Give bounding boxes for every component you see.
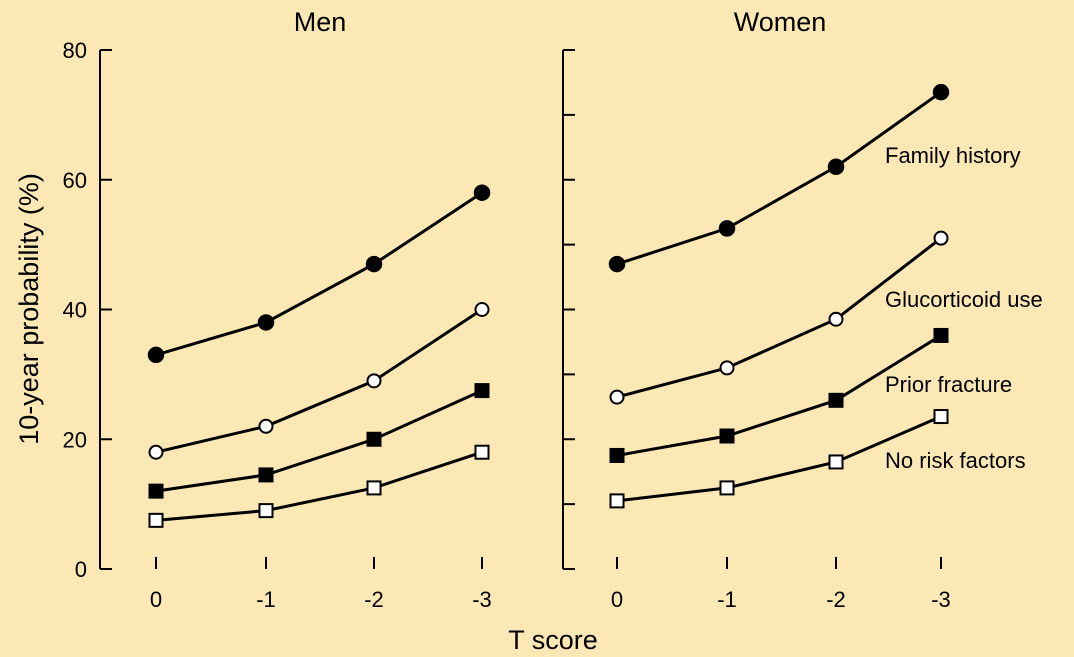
panel-1-series-0 bbox=[608, 83, 950, 273]
panel-title-women: Women bbox=[734, 7, 827, 37]
x-tick-label: -3 bbox=[931, 587, 951, 612]
data-point-filled-circle bbox=[932, 83, 950, 101]
data-point-open-circle bbox=[609, 389, 625, 405]
series-line bbox=[155, 450, 483, 522]
panel-1-axes: 0 -1 -2 -3 bbox=[562, 49, 951, 612]
series-line bbox=[616, 90, 942, 266]
data-point-open-square bbox=[258, 503, 274, 519]
y-tick-label: 60 bbox=[63, 168, 87, 193]
data-point-filled-circle bbox=[365, 255, 383, 273]
data-point-filled-square bbox=[258, 467, 274, 483]
data-point-open-square bbox=[474, 444, 490, 460]
data-point-filled-circle bbox=[257, 314, 275, 331]
x-tick-label: 0 bbox=[611, 587, 623, 612]
x-axis-label: T score bbox=[508, 625, 598, 655]
panel-1-series-1 bbox=[609, 230, 949, 405]
series-label: Family history bbox=[885, 143, 1021, 168]
data-point-filled-square bbox=[933, 327, 949, 343]
y-tick-label: 0 bbox=[75, 557, 87, 582]
x-tick-label: -3 bbox=[472, 587, 492, 612]
panel-title-men: Men bbox=[294, 7, 347, 37]
series-label: No risk factors bbox=[885, 448, 1026, 473]
y-tick-label: 80 bbox=[63, 38, 87, 63]
series-line bbox=[155, 308, 483, 454]
data-point-filled-square bbox=[828, 392, 844, 408]
x-tick-label: -2 bbox=[826, 587, 846, 612]
y-tick-label: 20 bbox=[63, 427, 87, 452]
data-point-filled-circle bbox=[473, 184, 491, 201]
data-point-open-circle bbox=[258, 418, 274, 434]
panel-0-axes: 0 20 40 60 80 0 -1 -2 -3 bbox=[63, 38, 492, 612]
series-line bbox=[155, 389, 483, 493]
data-point-filled-square bbox=[719, 428, 735, 444]
series-layer bbox=[147, 83, 950, 528]
panel-1-series-2 bbox=[609, 327, 949, 463]
panel-0-series-0 bbox=[147, 184, 491, 364]
series-line bbox=[616, 236, 942, 399]
data-point-open-square bbox=[828, 454, 844, 470]
data-point-open-square bbox=[148, 512, 164, 528]
series-line bbox=[616, 415, 942, 503]
data-point-open-circle bbox=[719, 360, 735, 376]
x-tick-label: 0 bbox=[150, 587, 162, 612]
series-line bbox=[616, 334, 942, 457]
data-point-open-circle bbox=[474, 302, 490, 317]
y-axis-label: 10-year probability (%) bbox=[14, 173, 44, 445]
panel-0-series-2 bbox=[148, 383, 490, 499]
data-point-open-square bbox=[609, 493, 625, 509]
labels-layer: Family history Glucorticoid use Prior frac… bbox=[885, 143, 1043, 473]
panel-0-series-1 bbox=[148, 302, 490, 460]
data-point-open-circle bbox=[148, 444, 164, 460]
panel-0-series-3 bbox=[148, 444, 490, 528]
data-point-filled-circle bbox=[608, 255, 626, 273]
data-point-open-square bbox=[719, 480, 735, 496]
data-point-filled-square bbox=[609, 447, 625, 463]
data-point-filled-circle bbox=[147, 346, 165, 364]
series-label: Glucorticoid use bbox=[885, 287, 1043, 312]
data-point-open-square bbox=[366, 480, 382, 496]
data-point-filled-circle bbox=[718, 220, 736, 237]
data-point-open-square bbox=[933, 409, 949, 425]
data-point-open-circle bbox=[828, 311, 844, 327]
data-point-filled-circle bbox=[827, 158, 845, 176]
x-tick-label: -1 bbox=[256, 587, 276, 612]
series-line bbox=[155, 191, 483, 357]
axes-layer: 0 20 40 60 80 0 -1 -2 -3 0 -1 -2 -3 bbox=[63, 38, 951, 612]
data-point-open-circle bbox=[366, 373, 382, 389]
data-point-filled-square bbox=[366, 431, 382, 447]
y-tick-label: 40 bbox=[63, 298, 87, 323]
x-tick-label: -1 bbox=[717, 587, 737, 612]
panel-1-series-3 bbox=[609, 409, 949, 509]
x-tick-label: -2 bbox=[364, 587, 384, 612]
data-point-filled-square bbox=[474, 383, 490, 399]
data-point-filled-square bbox=[148, 483, 164, 499]
data-point-open-circle bbox=[933, 230, 949, 246]
series-label: Prior fracture bbox=[885, 372, 1012, 397]
